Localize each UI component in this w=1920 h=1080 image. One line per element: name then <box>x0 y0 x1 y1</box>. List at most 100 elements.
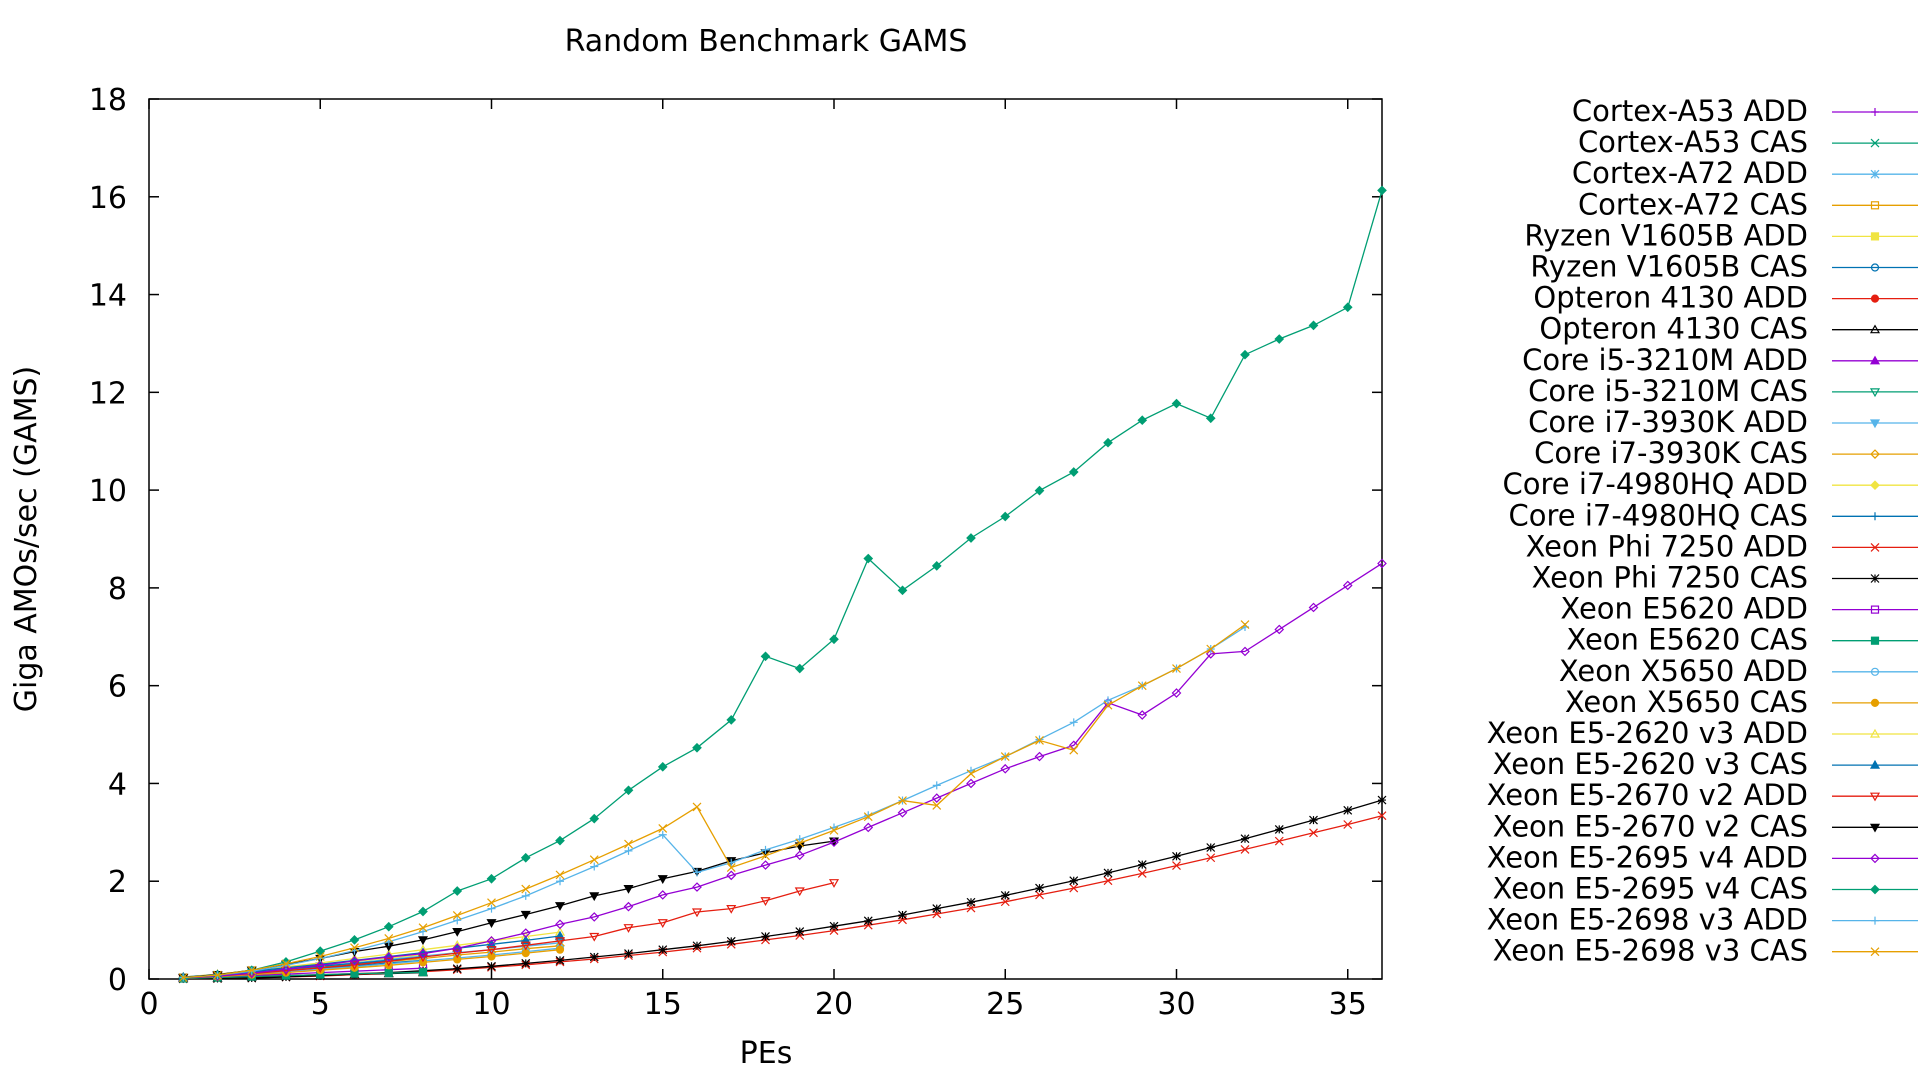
data-point <box>863 916 873 926</box>
data-point <box>1309 828 1318 838</box>
data-point <box>1205 413 1216 424</box>
data-point <box>1069 876 1079 886</box>
data-point <box>760 897 771 906</box>
data-point <box>863 553 874 564</box>
x-tick-label: 25 <box>986 987 1024 1022</box>
legend-label: Ryzen V1605B ADD <box>1524 218 1808 252</box>
data-point <box>590 862 599 871</box>
data-point <box>966 897 976 907</box>
y-tick-label: 18 <box>89 83 127 118</box>
y-tick-label: 12 <box>89 376 127 411</box>
data-point <box>418 968 428 977</box>
legend-entry: Xeon E5-2670 v2 CAS <box>1493 809 1918 843</box>
data-point <box>1240 845 1250 854</box>
legend-label: Xeon E5-2620 v3 CAS <box>1493 747 1808 781</box>
legend-entry: Xeon E5-2670 v2 ADD <box>1487 778 1918 812</box>
data-point <box>795 838 805 848</box>
data-point <box>452 949 463 959</box>
data-point <box>555 945 565 954</box>
data-point <box>692 742 702 753</box>
legend-entry: Ryzen V1605B CAS <box>1530 250 1918 284</box>
data-point <box>555 870 565 880</box>
data-point <box>693 868 701 877</box>
legend-label: Cortex-A72 ADD <box>1572 156 1808 190</box>
series-lines <box>178 185 1387 984</box>
data-point <box>691 908 703 918</box>
data-point <box>589 892 600 902</box>
data-point <box>692 941 702 951</box>
data-point <box>383 957 394 967</box>
data-point <box>795 927 805 937</box>
y-tick-label: 0 <box>108 963 127 998</box>
data-point <box>452 911 462 920</box>
legend-marker <box>1870 947 1880 957</box>
data-point <box>1137 860 1147 870</box>
data-point <box>1308 320 1319 331</box>
data-point <box>350 943 359 953</box>
data-point <box>281 959 291 969</box>
x-tick-label: 0 <box>139 987 158 1022</box>
legend-entry: Xeon Phi 7250 ADD <box>1526 529 1918 563</box>
legend-label: Xeon X5650 ADD <box>1559 654 1808 688</box>
x-axis-label: PEs <box>740 1036 793 1071</box>
legend-label: Xeon E5620 CAS <box>1566 623 1808 657</box>
series-25 <box>178 185 1387 983</box>
data-point <box>554 930 566 940</box>
data-point <box>1172 664 1181 673</box>
chart-title: Random Benchmark GAMS <box>565 24 968 59</box>
legend-marker <box>1870 574 1880 583</box>
data-point <box>863 812 873 822</box>
data-point <box>520 852 531 863</box>
legend-entry: Xeon E5-2695 v4 CAS <box>1493 872 1918 906</box>
data-point <box>931 561 942 571</box>
data-point <box>1035 735 1044 745</box>
data-point <box>521 884 531 894</box>
legend-marker <box>1870 636 1880 645</box>
data-point <box>452 886 463 896</box>
data-point <box>281 964 291 975</box>
data-point <box>453 916 462 925</box>
legend-label: Xeon E5-2620 v3 ADD <box>1487 716 1808 750</box>
y-tick-label: 14 <box>89 279 127 314</box>
data-point <box>589 952 599 962</box>
data-point <box>1343 805 1353 815</box>
legend-label: Core i7-4980HQ CAS <box>1509 498 1808 532</box>
data-point <box>1104 696 1112 705</box>
data-point <box>1103 868 1113 878</box>
data-point <box>384 933 394 943</box>
data-point <box>521 891 530 900</box>
data-point <box>692 882 702 892</box>
data-point <box>452 964 462 974</box>
legend-marker <box>1870 480 1880 491</box>
series-line <box>183 624 1246 979</box>
data-point <box>726 863 736 872</box>
legend-entry: Xeon E5-2620 v3 ADD <box>1487 716 1918 750</box>
data-point <box>932 801 942 810</box>
data-point <box>1342 302 1353 313</box>
data-point <box>247 965 257 975</box>
y-tick-label: 4 <box>108 767 127 802</box>
data-point <box>726 936 736 946</box>
data-point <box>829 825 839 835</box>
data-point <box>589 855 599 865</box>
data-point <box>418 958 428 967</box>
data-point <box>829 926 839 936</box>
legend-entry: Core i7-3930K CAS <box>1534 436 1918 470</box>
legend-marker <box>1869 355 1881 365</box>
data-point <box>795 835 804 844</box>
data-point <box>623 884 634 894</box>
data-point <box>1137 681 1147 691</box>
data-point <box>1137 868 1147 878</box>
data-point <box>1343 820 1353 829</box>
data-point <box>487 961 496 971</box>
data-point <box>1342 580 1353 591</box>
legend-marker <box>1870 449 1880 459</box>
data-point <box>863 920 873 930</box>
legend-label: Core i7-4980HQ ADD <box>1503 467 1808 501</box>
y-tick-label: 8 <box>108 572 127 607</box>
data-point <box>931 793 942 803</box>
legend-entry: Opteron 4130 ADD <box>1533 281 1918 315</box>
y-tick-labels: 0 2 4 6 8 10 12 14 16 18 <box>89 83 127 998</box>
data-point <box>486 939 497 948</box>
